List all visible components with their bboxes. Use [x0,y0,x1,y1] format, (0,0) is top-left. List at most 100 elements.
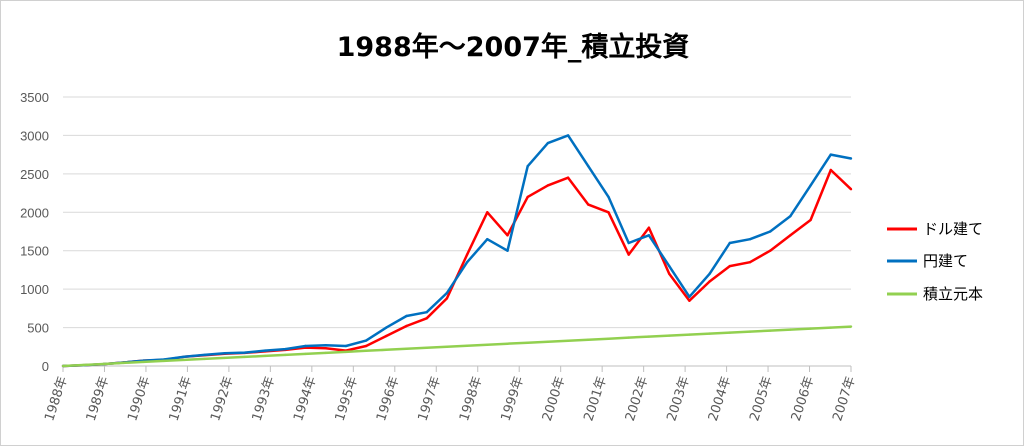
data-point [789,214,792,218]
data-point [566,176,570,179]
data-point [486,343,489,346]
data-point [607,337,610,340]
x-tick-label: 1995年 [333,375,362,423]
data-point [183,358,186,362]
data-point [647,226,651,229]
data-point [809,218,812,222]
data-point [829,326,832,329]
data-point [546,141,550,145]
y-tick-label: 0 [42,359,49,374]
data-point [304,344,307,348]
data-point [445,291,449,295]
data-point [546,184,550,187]
x-tick-label: 1992年 [208,375,237,423]
data-point [769,230,772,233]
y-tick-label: 2500 [20,167,49,182]
data-point [506,249,509,252]
data-point [284,353,287,357]
data-point [688,295,691,298]
data-point [263,354,267,358]
data-point [769,329,772,332]
data-point [526,195,529,199]
x-tick-label: 1989年 [84,375,113,423]
data-point [324,347,327,350]
data-point [324,351,327,355]
data-point [405,314,408,318]
data-point [809,184,812,187]
data-point [526,341,529,344]
data-point [385,326,388,329]
data-point [708,272,711,275]
data-point [688,299,691,302]
x-tick-label: 2001年 [581,375,610,423]
x-tick-label: 2005年 [747,375,776,423]
data-point [385,348,388,351]
data-point [849,157,853,160]
data-point [647,234,651,237]
data-point [82,363,85,367]
data-point [748,238,752,241]
data-point [668,264,671,268]
data-point [506,234,509,237]
y-tick-label: 1000 [20,282,49,297]
data-point [627,241,630,245]
data-point [728,331,731,334]
data-point [425,346,428,349]
y-tick-label: 3500 [20,90,49,105]
data-point [243,351,246,354]
data-point [668,334,671,337]
data-point [364,339,368,342]
data-point [425,317,428,320]
data-point [647,335,651,338]
data-point [587,338,590,341]
data-point [223,352,226,355]
data-point [465,253,469,256]
data-point [61,364,65,368]
data-point [304,352,307,356]
data-point [183,355,186,358]
data-point [243,355,246,359]
data-point [203,353,206,357]
x-tick-label: 2003年 [664,375,693,423]
data-point [405,324,408,328]
series-lines [61,134,853,368]
data-point [425,311,428,314]
x-tick-label: 2007年 [830,375,859,423]
data-point [203,357,206,361]
data-point [566,134,570,137]
data-point [728,264,731,268]
x-tick-label: 2006年 [789,375,818,423]
data-point [344,344,348,348]
data-point [486,211,489,214]
y-tick-label: 500 [27,321,49,336]
data-point [546,340,550,343]
data-point [809,327,812,330]
data-point [385,334,388,338]
series-line-0 [62,168,852,368]
data-point [829,168,832,172]
data-point [607,195,610,199]
data-point [263,349,267,352]
y-tick-label: 1500 [20,244,49,259]
data-point [789,328,792,331]
y-tick-label: 2000 [20,205,49,220]
axes: 0 500 1000 1500 2000 2500 3000 3500 1988年 1989年 19… [20,90,859,423]
data-point [526,165,529,168]
data-point [607,211,610,214]
data-point [849,188,853,191]
data-point [364,344,368,348]
data-point [102,362,105,366]
data-point [708,280,711,283]
x-tick-label: 1994年 [291,375,320,423]
data-point [708,332,711,335]
data-point [506,342,509,345]
data-point [769,249,772,252]
series-line-1 [62,134,852,368]
data-point [465,344,469,347]
x-tick-label: 2000年 [540,375,569,423]
x-tick-label: 1993年 [250,375,279,423]
gridlines [63,96,851,329]
data-point [162,359,166,363]
series-line-2 [62,325,852,368]
